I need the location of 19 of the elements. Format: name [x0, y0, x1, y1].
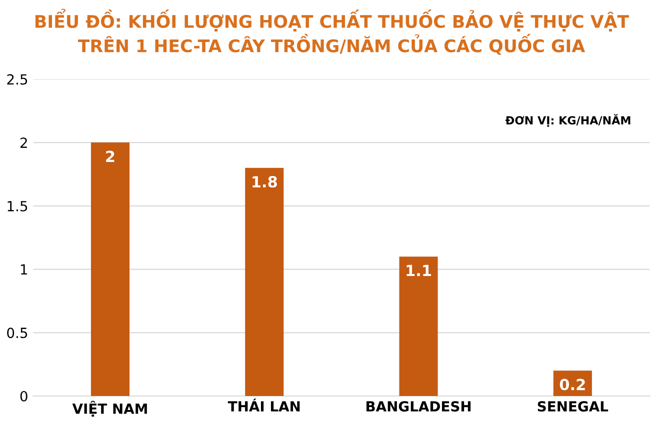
x-tick-label: BANGLADESH: [366, 401, 471, 412]
data-label: 1.1: [406, 264, 431, 276]
annotation: ĐƠN VỊ: KG/HA/NĂM: [505, 114, 630, 127]
y-tick-label: 1: [20, 264, 28, 275]
data-label: 1.8: [252, 176, 277, 188]
y-tick-label: 0.5: [7, 328, 28, 338]
data-label: 0.2: [560, 378, 585, 390]
x-tick-label: VIỆT NAM: [72, 400, 147, 417]
y-tick-label: 0: [20, 390, 28, 402]
x-tick-label: THÁI LAN: [228, 398, 300, 412]
data-label: 2: [106, 150, 114, 162]
bar: [399, 256, 438, 396]
y-tick-label: 2: [20, 138, 27, 148]
x-tick-label: SENEGAL: [538, 401, 608, 412]
y-tick-label: 1.5: [8, 201, 28, 212]
bar: [90, 142, 130, 396]
y-tick-label: 2.5: [7, 74, 28, 85]
bar: [245, 168, 284, 396]
chart-title: BIỂU ĐỒ: KHỐI LƯỢNG HOẠT CHẤT THUỐC BẢO VỆ THỰC VẬT TRÊN 1 HEC-TA CÂY TRỒNG/NĂM CỦA CÁC QUỐC GIA: [35, 8, 630, 55]
